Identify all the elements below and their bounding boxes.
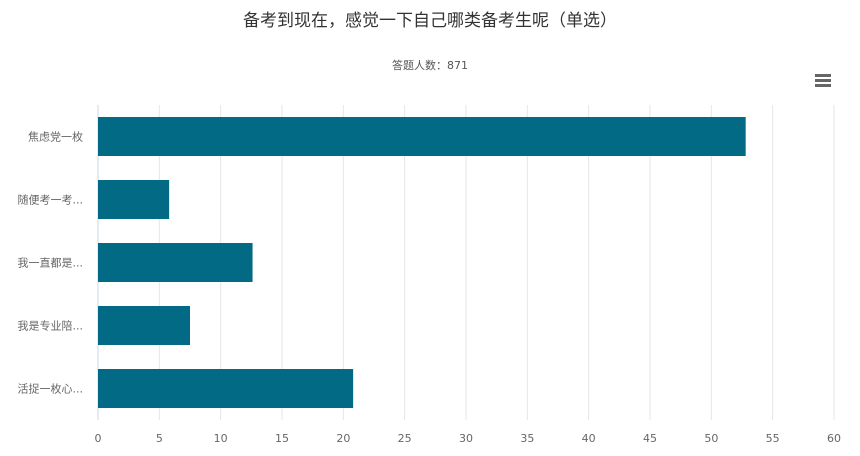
x-tick-label: 50 bbox=[704, 432, 718, 445]
x-tick-label: 35 bbox=[520, 432, 534, 445]
x-tick-label: 25 bbox=[398, 432, 412, 445]
x-tick-label: 0 bbox=[95, 432, 102, 445]
bar bbox=[98, 117, 746, 156]
y-category-label: 我是专业陪... bbox=[18, 319, 84, 333]
x-tick-label: 10 bbox=[214, 432, 228, 445]
x-tick-label: 30 bbox=[459, 432, 473, 445]
x-tick-label: 60 bbox=[827, 432, 841, 445]
y-category-label: 我一直都是... bbox=[18, 256, 84, 270]
y-category-label: 焦虑党一枚 bbox=[28, 130, 83, 144]
y-category-label: 随便考一考... bbox=[18, 193, 84, 207]
bar bbox=[98, 243, 253, 282]
bar bbox=[98, 306, 190, 345]
chart-subtitle: 答题人数：871 bbox=[392, 59, 468, 72]
y-category-label: 活捉一枚心... bbox=[18, 382, 84, 396]
x-tick-label: 5 bbox=[156, 432, 163, 445]
bar bbox=[98, 369, 354, 408]
x-tick-label: 15 bbox=[275, 432, 289, 445]
x-tick-label: 20 bbox=[336, 432, 350, 445]
chart-title: 备考到现在，感觉一下自己哪类备考生呢（单选） bbox=[243, 11, 617, 31]
x-tick-label: 40 bbox=[582, 432, 596, 445]
hamburger-menu-icon[interactable] bbox=[812, 72, 834, 90]
bar bbox=[98, 180, 170, 219]
x-tick-label: 55 bbox=[766, 432, 780, 445]
x-tick-label: 45 bbox=[643, 432, 657, 445]
